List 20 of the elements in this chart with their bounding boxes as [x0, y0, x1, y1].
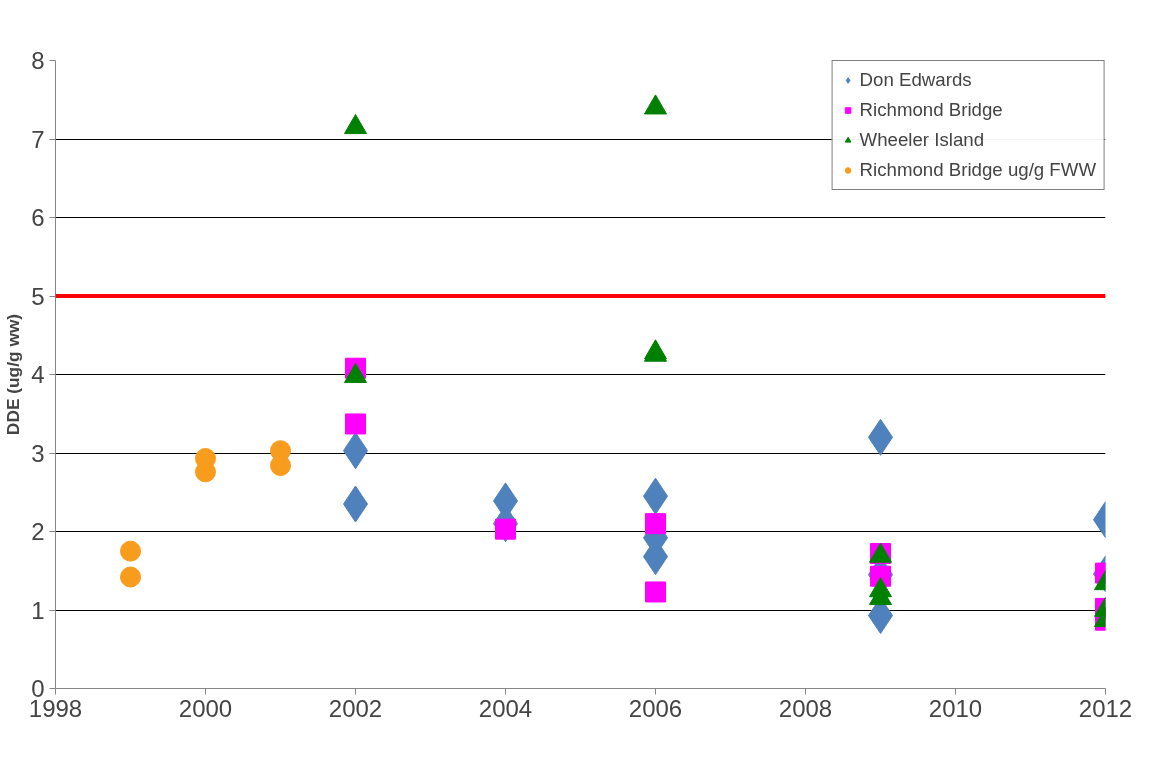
y-axis-title: DDE (ug/g ww): [3, 313, 24, 436]
legend-label: Richmond Bridge: [859, 99, 1003, 121]
x-tick-label: 2000: [178, 694, 233, 722]
y-tick-label: 5: [31, 282, 45, 310]
y-tick-label: 8: [31, 47, 45, 74]
y-tick-label: 6: [31, 204, 45, 231]
y-tick-label: 4: [31, 361, 45, 388]
legend-label: Richmond Bridge ug/g FWW: [859, 159, 1096, 181]
x-tick-label: 2002: [328, 694, 383, 722]
legend-label: Wheeler Island: [859, 129, 985, 151]
y-tick-label: 3: [31, 439, 45, 467]
x-tick-label: 2006: [628, 694, 683, 722]
x-tick-label: 2012: [1078, 694, 1133, 722]
y-tick-label: 1: [31, 596, 45, 624]
legend-label: Don Edwards: [859, 69, 972, 91]
x-tick-label: 2010: [928, 694, 983, 722]
x-tick-label: 2008: [778, 694, 833, 722]
x-tick-label: 2004: [478, 694, 533, 722]
y-tick-label: 7: [31, 125, 45, 153]
y-tick-label: 2: [31, 518, 45, 545]
